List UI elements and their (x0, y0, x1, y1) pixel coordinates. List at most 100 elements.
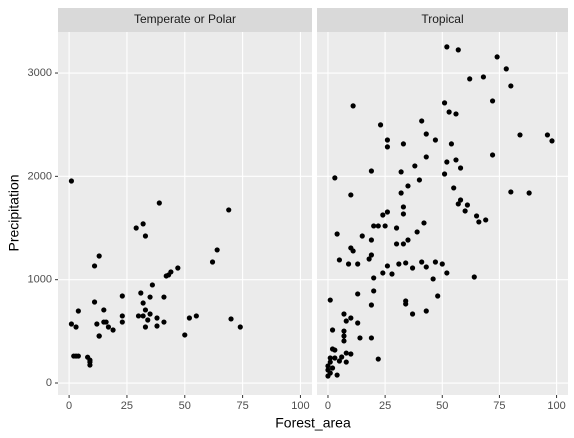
x-tick-label: 0 (325, 400, 331, 412)
point (175, 265, 181, 271)
strip (317, 8, 568, 32)
point (138, 290, 144, 296)
point (489, 152, 496, 158)
point (368, 237, 375, 243)
point (87, 359, 93, 365)
point (209, 259, 216, 265)
point (393, 225, 400, 231)
strip (58, 8, 312, 32)
point (332, 175, 338, 181)
point (96, 333, 102, 339)
point (489, 98, 496, 104)
point (119, 313, 125, 319)
point (237, 324, 243, 330)
point (476, 219, 482, 225)
point (226, 207, 232, 213)
point (135, 313, 142, 319)
point (341, 338, 347, 344)
point (384, 137, 391, 143)
point (444, 270, 450, 276)
point (368, 168, 375, 174)
point (423, 154, 429, 160)
x-tick-label: 75 (493, 400, 505, 412)
point (398, 169, 404, 175)
point (384, 144, 391, 150)
point (400, 241, 407, 247)
point (549, 138, 555, 144)
point (435, 293, 441, 299)
point (168, 269, 174, 275)
x-tick-label: 75 (236, 400, 248, 412)
point (73, 324, 79, 330)
point (473, 213, 480, 219)
point (182, 332, 188, 338)
point (380, 270, 386, 276)
point (396, 261, 402, 267)
point (147, 311, 153, 317)
point (384, 263, 391, 269)
point (91, 299, 98, 305)
point (142, 233, 149, 239)
point (357, 335, 363, 341)
y-tick-label: 3000 (28, 67, 52, 79)
point (508, 83, 514, 89)
point (526, 190, 532, 196)
point (508, 189, 514, 195)
x-axis-title: Forest_area (275, 415, 351, 431)
point (101, 307, 107, 313)
point (457, 165, 464, 171)
point (341, 328, 347, 334)
point (91, 263, 98, 269)
point (75, 353, 81, 359)
point (334, 231, 340, 237)
point (329, 327, 336, 333)
point (332, 355, 338, 361)
point (444, 44, 450, 50)
point (339, 354, 345, 360)
point (154, 315, 160, 321)
point (355, 291, 361, 297)
point (149, 282, 155, 288)
point (412, 163, 418, 169)
point (186, 315, 192, 321)
point (94, 321, 100, 327)
point (145, 317, 151, 323)
point (384, 209, 391, 215)
point (389, 271, 395, 277)
point (380, 212, 386, 218)
point (382, 223, 388, 229)
point (355, 320, 361, 326)
point (430, 276, 436, 282)
point (325, 363, 331, 369)
point (377, 122, 384, 128)
point (375, 223, 381, 229)
point (409, 265, 416, 271)
point (96, 253, 102, 259)
point (343, 350, 349, 356)
point (421, 220, 427, 226)
point (119, 319, 125, 325)
strip-label: Tropical (421, 12, 463, 26)
point (423, 308, 429, 314)
point (343, 359, 349, 365)
point (423, 264, 429, 270)
point (156, 200, 162, 206)
point (105, 324, 112, 330)
point (368, 252, 375, 258)
x-tick-label: 100 (291, 400, 309, 412)
point (462, 208, 468, 214)
point (142, 324, 149, 330)
point (416, 177, 423, 183)
point (517, 132, 523, 138)
point (432, 137, 439, 143)
point (68, 321, 75, 327)
point (193, 313, 199, 319)
point (400, 211, 407, 217)
point (371, 223, 377, 229)
point (544, 132, 551, 138)
point (154, 323, 160, 329)
point (441, 100, 448, 106)
point (355, 261, 361, 267)
point (441, 171, 448, 177)
point (405, 237, 411, 243)
